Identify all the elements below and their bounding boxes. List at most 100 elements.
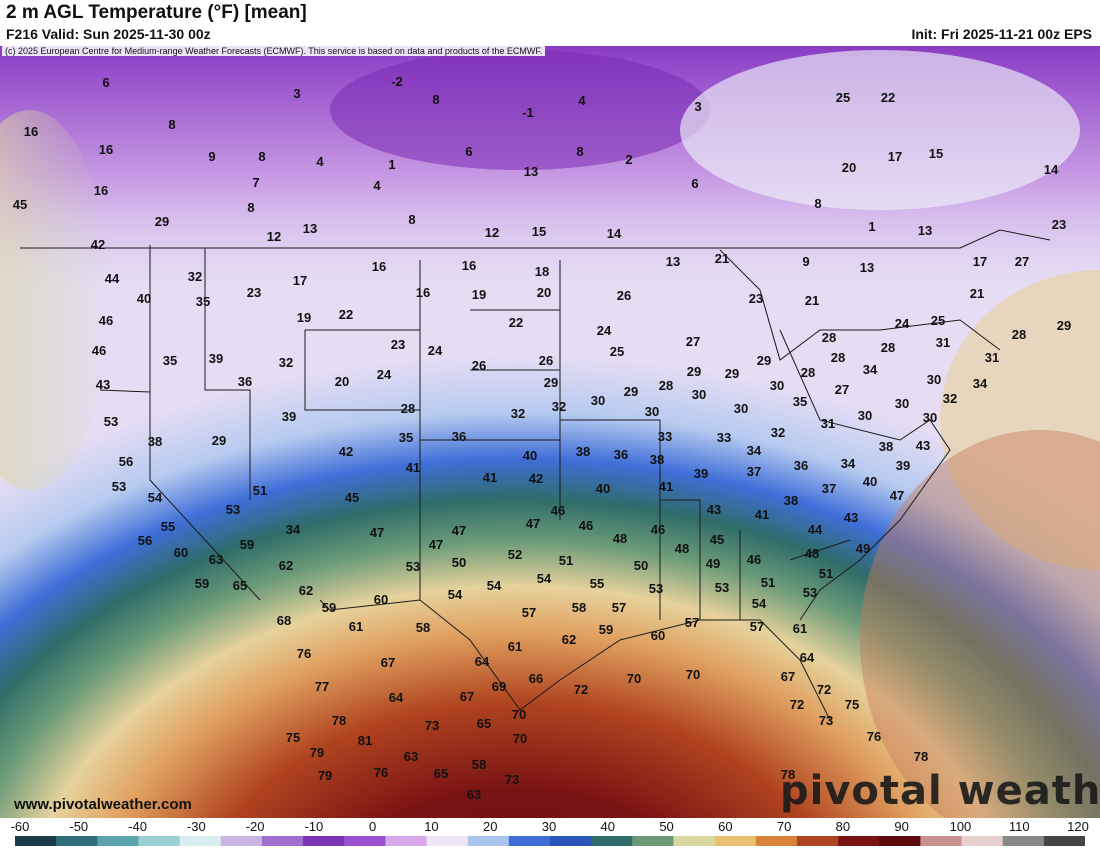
temperature-label: 42 (529, 471, 543, 486)
temperature-label: 51 (559, 553, 573, 568)
temperature-label: 61 (793, 621, 807, 636)
temperature-label: 21 (805, 293, 819, 308)
temperature-label: 52 (508, 547, 522, 562)
colorbar-tick-label: 0 (369, 819, 377, 834)
temperature-label: 47 (452, 523, 466, 538)
colorbar-swatch (961, 836, 1004, 846)
temperature-label: 43 (916, 438, 930, 453)
website-url[interactable]: www.pivotalweather.com (14, 796, 192, 813)
temperature-label: 43 (707, 502, 721, 517)
colorbar-swatch (261, 836, 304, 846)
temperature-label: 37 (747, 464, 761, 479)
colorbar-tick-label: 10 (424, 819, 439, 834)
temperature-label: 31 (936, 335, 950, 350)
colorbar-tick-label: -40 (128, 819, 147, 834)
temperature-label: 57 (685, 615, 699, 630)
colorbar-tick-label: 50 (659, 819, 674, 834)
map-title: 2 m AGL Temperature (°F) [mean] (6, 2, 307, 23)
temperature-label: 23 (391, 337, 405, 352)
temperature-label: 28 (822, 330, 836, 345)
temperature-label: 31 (821, 416, 835, 431)
arctic-core (330, 50, 710, 170)
temperature-label: 63 (209, 552, 223, 567)
temperature-label: 32 (279, 355, 293, 370)
temperature-label: 72 (790, 697, 804, 712)
temperature-label: 34 (747, 443, 762, 458)
temperature-label: 34 (286, 522, 301, 537)
temperature-label: 36 (794, 458, 808, 473)
temperature-label: 60 (374, 592, 388, 607)
temperature-label: 17 (973, 254, 987, 269)
temperature-label: 59 (195, 576, 209, 591)
temperature-label: 35 (196, 294, 210, 309)
temperature-label: 32 (552, 399, 566, 414)
temperature-label: 25 (836, 90, 850, 105)
colorbar-swatch (467, 836, 510, 846)
temperature-label: 2 (625, 152, 632, 167)
temperature-label: 13 (918, 223, 932, 238)
temperature-label: 22 (339, 307, 353, 322)
temperature-label: 58 (572, 600, 586, 615)
temperature-label: 9 (802, 254, 809, 269)
temperature-label: 40 (523, 448, 537, 463)
temperature-label: 33 (717, 430, 731, 445)
temperature-label: 24 (895, 316, 910, 331)
temperature-label: 30 (927, 372, 941, 387)
colorbar-swatch (426, 836, 469, 846)
temperature-label: 40 (863, 474, 877, 489)
temperature-label: 32 (188, 269, 202, 284)
temperature-label: 40 (596, 481, 610, 496)
temperature-label: 67 (781, 669, 795, 684)
temperature-label: 20 (537, 285, 551, 300)
temperature-label: 1 (388, 157, 395, 172)
temperature-label: 69 (492, 679, 506, 694)
temperature-label: 44 (808, 522, 823, 537)
temperature-label: 62 (279, 558, 293, 573)
hudson-bay-region (680, 50, 1080, 210)
colorbar: -60 -50 -40 -30 -20 -10 0 10 20 30 40 50 60 70 80 90 100… (0, 818, 1100, 850)
colorbar-tick-label: -10 (304, 819, 324, 834)
colorbar-swatch (179, 836, 222, 846)
temperature-label: 24 (597, 323, 612, 338)
colorbar-swatch (344, 836, 386, 846)
temperature-label: 32 (771, 425, 785, 440)
temperature-label: 51 (761, 575, 775, 590)
temperature-label: 46 (99, 313, 113, 328)
colorbar-swatch (920, 836, 963, 846)
temperature-label: 65 (233, 578, 247, 593)
temperature-label: 13 (524, 164, 538, 179)
temperature-label: 35 (793, 394, 807, 409)
temperature-label: 16 (462, 258, 476, 273)
temperature-label: 78 (332, 713, 346, 728)
temperature-label: 61 (349, 619, 363, 634)
temperature-label: 46 (551, 503, 565, 518)
temperature-label: 58 (472, 757, 486, 772)
colorbar-swatch (385, 836, 428, 846)
colorbar-swatch (508, 836, 551, 846)
temperature-map[interactable]: 6 3 -2 8 -1 4 3 25 22 16 8 16 9 8 4 1 6 8 2 17 15 20 14 16 7 4 13 6… (0, 46, 1100, 818)
temperature-label: 68 (277, 613, 291, 628)
brand-logo: pivotal weather (780, 768, 1100, 814)
temperature-label: 30 (591, 393, 605, 408)
temperature-label: 16 (372, 259, 386, 274)
temperature-label: 59 (322, 600, 336, 615)
temperature-label: 22 (881, 90, 895, 105)
temperature-label: 22 (509, 315, 523, 330)
colorbar-tick-label: 100 (949, 819, 972, 834)
temperature-label: 64 (800, 650, 815, 665)
temperature-label: 28 (831, 350, 845, 365)
temperature-label: 30 (692, 387, 706, 402)
temperature-label: 24 (377, 367, 392, 382)
colorbar-swatch (673, 836, 716, 846)
temperature-label: 24 (428, 343, 443, 358)
colorbar-tick-label: 120 (1067, 819, 1089, 834)
temperature-label: 46 (651, 522, 665, 537)
temperature-label: 6 (465, 144, 472, 159)
temperature-label: 47 (370, 525, 384, 540)
temperature-label: 7 (252, 175, 259, 190)
temperature-label: 64 (389, 690, 404, 705)
temperature-label: 28 (881, 340, 895, 355)
temperature-label: 13 (666, 254, 680, 269)
colorbar-tick-label: 70 (776, 819, 792, 834)
temperature-label: 30 (770, 378, 784, 393)
